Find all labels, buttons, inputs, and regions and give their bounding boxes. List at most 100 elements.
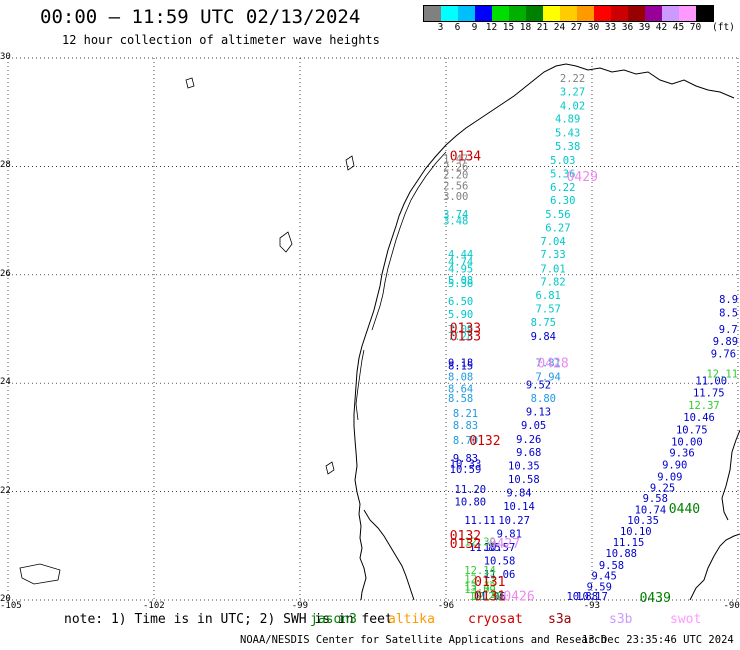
colorbar-tick-label: 6 [454,22,461,33]
pass-time-label: 0132 [450,537,481,552]
wave-height-value: 9.52 [526,379,551,391]
wave-height-value: 8.64 [448,384,473,396]
wave-height-value: 12.11 [706,368,738,380]
wave-height-value: 12.14 [464,565,496,577]
pass-time-label: 0131 [474,575,505,590]
colorbar-tick-label: 15 [502,22,515,33]
wave-height-value: 3.48 [443,216,468,228]
wave-height-value: 10.75 [676,424,708,436]
wave-height-value: 12.26 [469,591,501,603]
wave-height-value: 8.58 [448,393,473,405]
colorbar-swatch [509,6,526,21]
wave-height-value: 12.42 [472,591,504,603]
wave-height-value: 12.39 [464,536,496,548]
wave-height-value: 10.10 [620,526,652,538]
coastline-lagoon-tamaulipas [355,349,365,421]
wave-height-value: 4.02 [560,101,585,113]
wave-height-value: 8.5 [719,308,738,320]
wave-height-value: 6.27 [545,223,570,235]
wave-height-value: 7.82 [540,276,565,288]
wave-height-value: 11.85 [469,542,501,554]
wave-height-value: 7.04 [540,236,565,248]
longitude-label: -90 [723,601,740,611]
latitude-label: 28 [0,160,11,171]
wave-height-value: 11.00 [695,375,727,387]
wave-height-value: 10.74 [635,504,667,516]
wave-height-value: 12.37 [688,400,720,412]
longitude-label: -102 [143,601,165,611]
altimeter-observations: 1.472.262.202.563.00 2.22 3.27 4.024.895.43… [443,73,738,603]
wave-height-value: 10.33 [450,458,482,470]
wave-height-value: 10.35 [627,515,659,527]
inland-lake-2 [185,77,195,89]
wave-height-value: 10.58 [484,555,516,567]
colorbar-swatch [492,6,509,21]
wave-height-value: 3.74 [443,209,468,221]
wave-height-value: 3.27 [560,87,585,99]
wave-height-value: 5.56 [545,209,570,221]
wave-height-value: 9.25 [650,482,675,494]
pass-time-label: 0429 [567,170,598,185]
wave-height-value: 13.43 [464,581,496,593]
wave-height-value: 7.57 [536,303,561,315]
wave-height-value: 10.88 [605,548,637,560]
wave-height-value: 9.05 [521,420,546,432]
wave-height-value: 9.90 [662,460,687,472]
map-subtitle: 12 hour collection of altimeter wave hei… [62,33,380,47]
legend-jason3: jason3 [310,612,357,627]
graticule [7,57,739,601]
wave-height-value: 5.43 [555,127,580,139]
wave-height-value: 10.35 [508,461,540,473]
wave-height-value: 11.20 [455,484,487,496]
wave-height-value: 7.94 [536,372,561,384]
coastline-veracruz [363,509,415,601]
wave-height-value: 5.03 [550,155,575,167]
note-text: note: 1) Time is in UTC; 2) SWH is in fe… [64,612,393,627]
colorbar-tick-label: 39 [638,22,651,33]
pass-time-label: 0428 [537,357,568,372]
wave-height-value: 5.36 [448,278,473,290]
wave-height-value: 11.15 [613,537,645,549]
wave-height-value: 11.75 [693,387,725,399]
wave-height-value: 9.83 [453,453,478,465]
legend-s3b: s3b [609,612,633,627]
wave-height-value: 13.09 [464,584,496,596]
wave-height-value: 8.80 [531,393,556,405]
longitude-label: -93 [583,601,601,611]
pass-time-label: 0132 [450,529,481,544]
wave-height-value: 4.74 [448,256,473,268]
colorbar-swatch [611,6,628,21]
wave-height-value: 10.00 [671,437,703,449]
colorbar-tick-label: 18 [519,22,532,33]
wave-height-value: 9.45 [592,571,617,583]
wave-height-value: 9.68 [516,447,541,459]
wave-height-value: 9.18 [448,358,473,370]
colorbar-tick-label: 45 [672,22,685,33]
colorbar-tick-label: 36 [621,22,634,33]
wave-height-value: 6.81 [536,290,561,302]
wave-height-value: 6.30 [550,195,575,207]
colorbar-tick-label: 24 [553,22,566,33]
colorbar-swatch [441,6,458,21]
map-title: 00:00 – 11:59 UTC 02/13/2024 [40,6,361,28]
colorbar-swatch [645,6,662,21]
wave-height-value: 2.26 [443,161,468,173]
colorbar-swatch [543,6,560,21]
colorbar-swatch [526,6,543,21]
colorbar-swatch [577,6,594,21]
latitude-label: 20 [0,594,11,604]
legend-s3a: s3a [548,612,572,627]
wave-height-value: 7.09 [448,324,473,336]
wave-height-value: 9.7 [719,324,738,336]
timestamp: 13 Dec 23:35:46 UTC 2024 [582,634,734,646]
wave-height-value: 5.90 [448,309,473,321]
wave-height-value: 10.27 [498,515,530,527]
wave-height-value: 10.17 [576,591,608,603]
wave-height-value: 4.89 [555,114,580,126]
wave-height-value: 2.22 [560,73,585,85]
legend-swot: swot [670,612,702,627]
wave-height-value: 8.83 [453,420,478,432]
wave-height-value: 6.50 [448,296,473,308]
pass-time-label: 0440 [669,502,700,517]
